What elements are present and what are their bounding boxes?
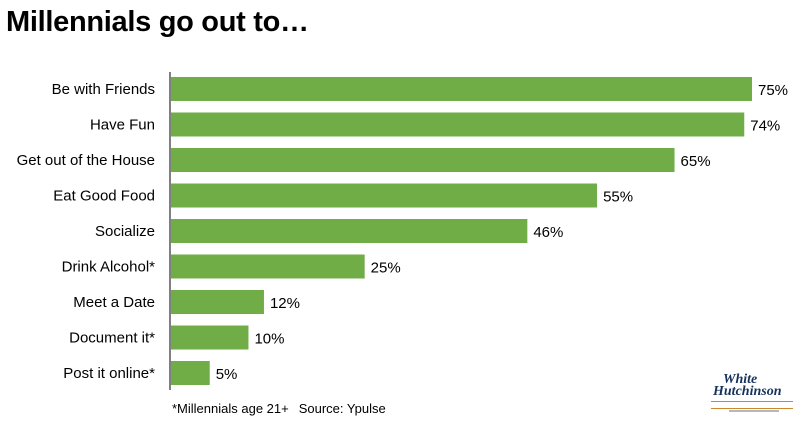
- category-label: Drink Alcohol*: [62, 259, 156, 276]
- logo-line1: White: [723, 372, 758, 387]
- value-label: 12%: [270, 295, 300, 312]
- footnote: *Millennials age 21+ Source: Ypulse: [172, 401, 386, 416]
- category-label: Be with Friends: [52, 81, 155, 98]
- value-label: 25%: [371, 260, 401, 277]
- category-label: Get out of the House: [17, 152, 155, 169]
- bar: [171, 361, 210, 385]
- bar: [171, 254, 365, 279]
- bar: [171, 77, 752, 101]
- bar: [171, 219, 528, 243]
- source-text: Source: Ypulse: [298, 401, 386, 416]
- value-label: 65%: [681, 153, 711, 170]
- category-label: Socialize: [95, 223, 155, 240]
- category-label: Eat Good Food: [53, 188, 155, 205]
- bar: [171, 112, 745, 137]
- category-label: Have Fun: [90, 117, 155, 134]
- white-hutchinson-logo: White Hutchinson: [693, 372, 798, 422]
- category-label: Document it*: [69, 330, 155, 347]
- logo-band: [711, 401, 793, 409]
- bar: [171, 183, 598, 208]
- logo-fine-print: [729, 410, 779, 412]
- category-label: Meet a Date: [73, 294, 155, 311]
- value-label: 55%: [603, 189, 633, 206]
- value-label: 46%: [533, 224, 563, 241]
- bar: [171, 290, 264, 314]
- value-label: 5%: [216, 366, 238, 383]
- bar: [171, 148, 675, 172]
- value-label: 10%: [254, 331, 284, 348]
- bar: [171, 325, 249, 350]
- chart-title: Millennials go out to…: [6, 6, 309, 38]
- value-label: 74%: [750, 118, 780, 135]
- value-label: 75%: [758, 82, 788, 99]
- logo-line2: Hutchinson: [713, 384, 782, 399]
- category-label: Post it online*: [63, 365, 155, 382]
- footnote-text: *Millennials age 21+: [172, 401, 289, 416]
